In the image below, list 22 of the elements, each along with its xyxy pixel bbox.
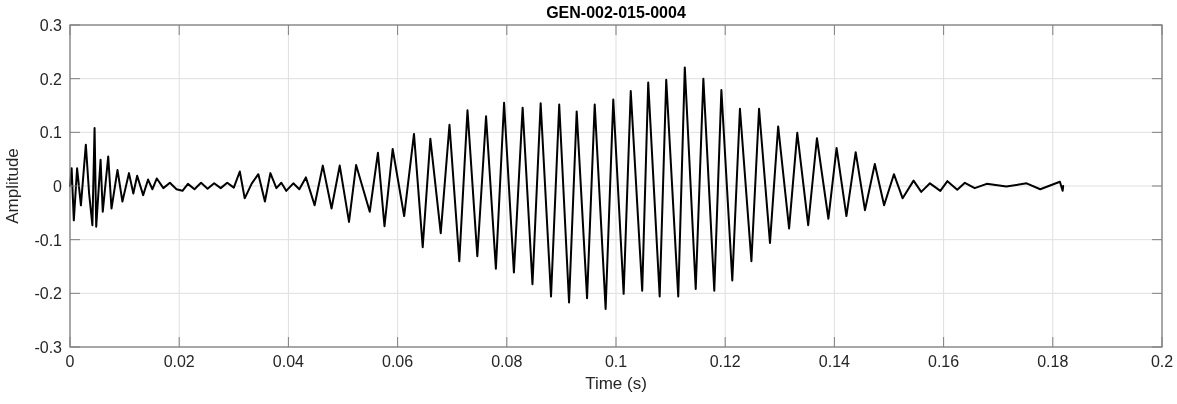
x-tick-label: 0.04	[272, 353, 305, 370]
y-tick-label: 0.3	[39, 17, 63, 34]
x-tick-label: 0.02	[163, 353, 195, 370]
line-series	[69, 66, 1065, 310]
y-tick-label: 0.1	[39, 124, 63, 142]
y-tick-label: -0.2	[34, 285, 63, 303]
y-tick-label: 0.2	[39, 70, 63, 88]
x-axis-title: Time (s)	[585, 374, 647, 393]
x-tick-label: 0.06	[382, 353, 414, 370]
y-tick-label: -0.3	[34, 339, 63, 356]
y-tick-label: -0.1	[34, 231, 63, 249]
x-tick-label: 0.14	[818, 353, 851, 370]
x-tick-label: 0.12	[709, 353, 741, 370]
y-tick-label: 0	[53, 178, 63, 195]
x-tick-label: 0.18	[1037, 353, 1069, 370]
x-tick-label: 0.16	[928, 353, 960, 370]
x-tick-label: 0.2	[1150, 353, 1174, 370]
y-axis-title: Amplitude	[3, 148, 22, 224]
x-tick-label: 0.08	[491, 353, 523, 370]
chart-title: GEN-002-015-0004	[546, 4, 686, 21]
x-tick-label: 0.1	[604, 353, 628, 370]
x-tick-label: 0	[65, 353, 75, 370]
